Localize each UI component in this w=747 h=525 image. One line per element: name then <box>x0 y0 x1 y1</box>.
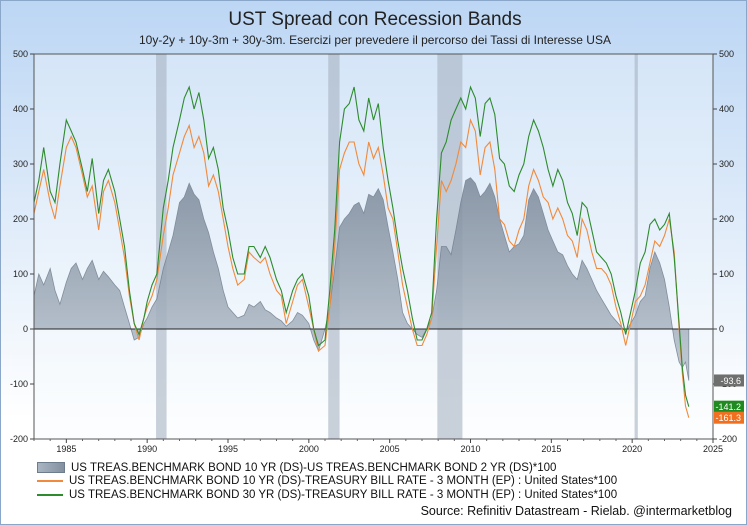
legend-label: US TREAS.BENCHMARK BOND 10 YR (DS)-TREAS… <box>69 475 618 488</box>
plot-area: -200-200-100-100001001002002003003004004… <box>10 49 744 454</box>
legend-item-10y-2y: US TREAS.BENCHMARK BOND 10 YR (DS)-US TR… <box>37 461 617 475</box>
value-label-box <box>714 374 744 387</box>
x-tick-label: 2025 <box>703 444 723 454</box>
x-tick-label: 1985 <box>56 444 76 454</box>
legend-label: US TREAS.BENCHMARK BOND 30 YR (DS)-TREAS… <box>69 488 618 501</box>
value-label: -161.3 <box>715 413 741 423</box>
y-tick-label-left: 300 <box>13 159 28 169</box>
value-label-box <box>714 400 744 413</box>
x-tick-label: 2000 <box>299 444 319 454</box>
chart-subtitle: 10y-2y + 10y-3m + 30y-3m. Esercizi per p… <box>139 33 611 47</box>
legend-swatch-line <box>37 493 63 496</box>
y-tick-label-left: 0 <box>23 324 28 334</box>
y-tick-label-left: 200 <box>13 214 28 224</box>
x-tick-label: 2020 <box>622 444 642 454</box>
chart-title: UST Spread con Recession Bands <box>228 9 521 30</box>
series-line-30y-3m <box>33 85 690 407</box>
y-tick-label-right: 0 <box>719 324 724 334</box>
legend-swatch-line <box>37 480 63 483</box>
legend-label: US TREAS.BENCHMARK BOND 10 YR (DS)-US TR… <box>71 461 557 474</box>
y-tick-label-right: -200 <box>719 434 737 444</box>
series-line-10y-3m <box>33 118 690 418</box>
y-tick-label-right: 500 <box>719 49 734 59</box>
value-label: -141.2 <box>715 402 741 412</box>
x-tick-label: 1995 <box>218 444 238 454</box>
y-tick-label-right: 400 <box>719 104 734 114</box>
legend-item-30y-3m: US TREAS.BENCHMARK BOND 30 YR (DS)-TREAS… <box>37 488 617 502</box>
legend: US TREAS.BENCHMARK BOND 10 YR (DS)-US TR… <box>37 461 617 502</box>
x-tick-label: 2015 <box>541 444 561 454</box>
y-tick-label-left: 100 <box>13 269 28 279</box>
value-label-box <box>714 411 744 424</box>
y-tick-label-left: -100 <box>10 379 28 389</box>
y-tick-label-left: 500 <box>13 49 28 59</box>
y-tick-label-left: -200 <box>10 434 28 444</box>
legend-swatch-area <box>37 462 65 474</box>
recession-band <box>634 54 638 439</box>
x-tick-label: 1990 <box>137 444 157 454</box>
source-credit: Source: Refinitiv Datastream - Rielab. @… <box>420 504 732 518</box>
y-tick-label-right: 100 <box>719 269 734 279</box>
series-area-10y-2y <box>33 177 690 381</box>
y-tick-label-right: 200 <box>719 214 734 224</box>
x-tick-label: 2010 <box>460 444 480 454</box>
x-tick-label: 2005 <box>380 444 400 454</box>
y-tick-label-left: 400 <box>13 104 28 114</box>
y-tick-label-right: 300 <box>719 159 734 169</box>
value-label: -93.6 <box>720 376 741 386</box>
legend-item-10y-3m: US TREAS.BENCHMARK BOND 10 YR (DS)-TREAS… <box>37 475 617 489</box>
